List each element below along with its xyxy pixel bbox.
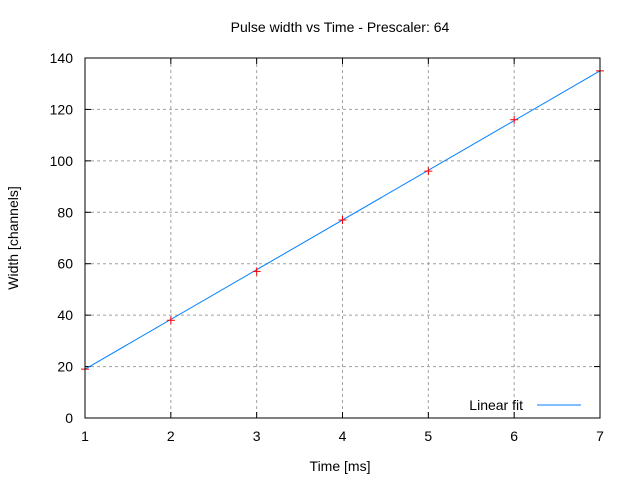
data-point <box>252 267 261 276</box>
x-tick-label: 4 <box>339 428 347 444</box>
legend-label: Linear fit <box>469 397 523 413</box>
x-tick-label: 6 <box>510 428 518 444</box>
y-tick-label: 140 <box>50 50 74 66</box>
x-tick-label: 5 <box>424 428 432 444</box>
y-tick-label: 60 <box>57 256 73 272</box>
y-tick-label: 40 <box>57 307 73 323</box>
data-point <box>338 216 347 224</box>
x-tick-label: 3 <box>253 428 261 444</box>
data-point <box>166 316 175 325</box>
y-axis-label: Width [channels] <box>5 186 21 290</box>
chart-title: Pulse width vs Time - Prescaler: 64 <box>231 19 450 35</box>
y-tick-label: 80 <box>57 204 73 220</box>
x-tick-label: 7 <box>596 428 604 444</box>
y-tick-label: 0 <box>65 410 73 426</box>
data-point <box>510 115 519 124</box>
plot-frame <box>84 57 601 419</box>
y-tick-label: 100 <box>50 153 74 169</box>
y-tick-label: 20 <box>57 359 73 375</box>
data-point <box>424 167 433 176</box>
x-tick-label: 1 <box>81 428 89 444</box>
legend: Linear fit <box>469 397 581 413</box>
grid <box>85 58 600 418</box>
x-tick-label: 2 <box>167 428 175 444</box>
x-axis-label: Time [ms] <box>310 458 371 474</box>
y-tick-label: 120 <box>50 101 74 117</box>
